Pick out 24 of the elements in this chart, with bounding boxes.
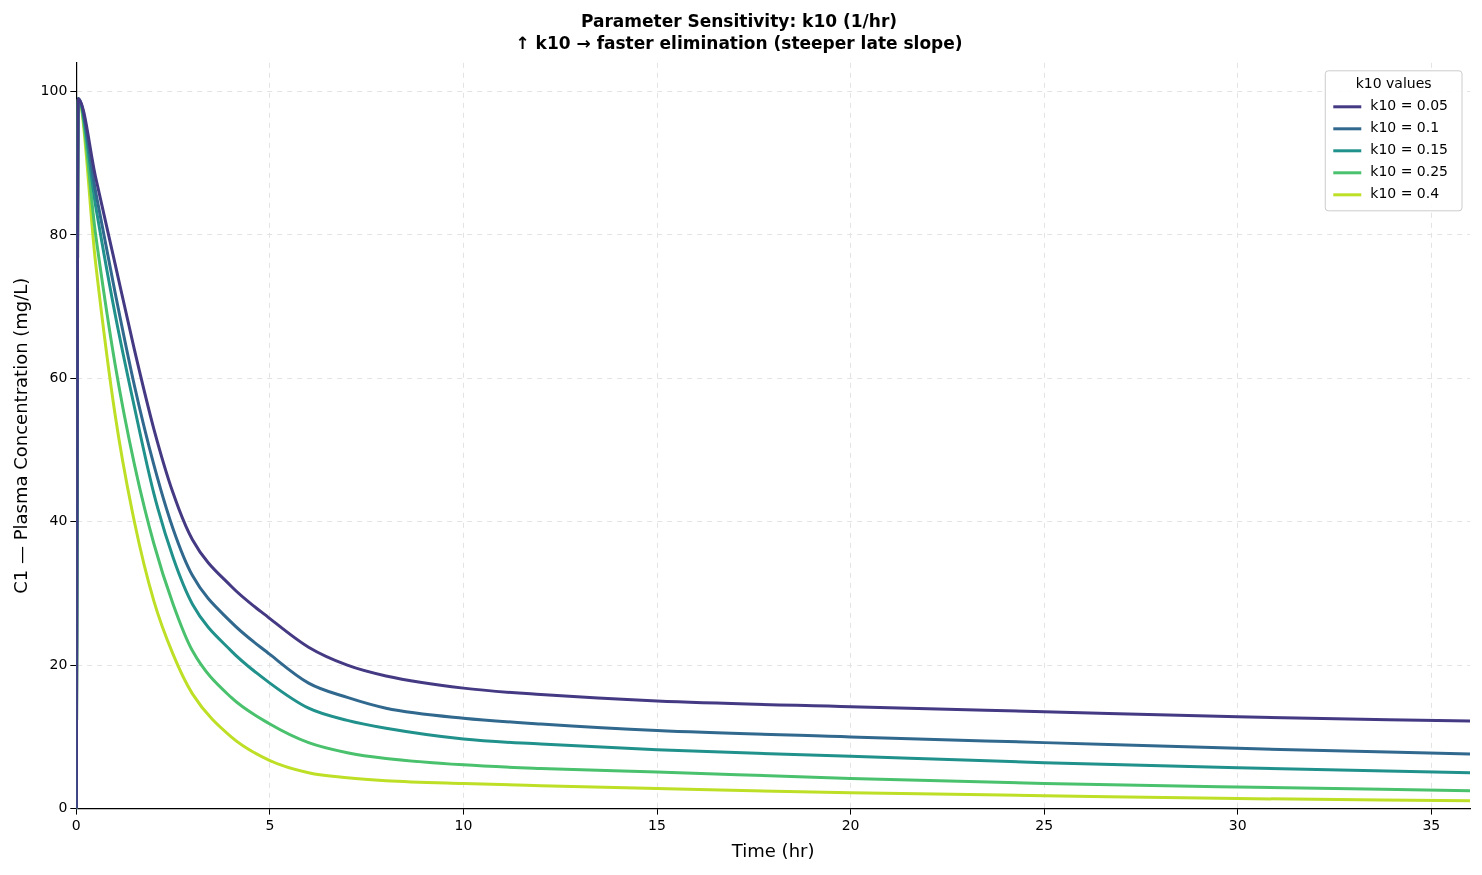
legend-label: k10 = 0.4 [1370,185,1440,202]
x-tick-label: 0 [71,816,81,833]
y-tick-label: 100 [40,82,68,99]
x-tick-label: 25 [1035,816,1054,833]
y-tick-label: 0 [58,799,68,816]
legend-label: k10 = 0.25 [1370,163,1449,180]
x-tick-label: 30 [1228,816,1247,833]
x-axis-title: Time (hr) [730,839,815,861]
y-tick-label: 60 [49,368,68,385]
chart-title: Parameter Sensitivity: k10 (1/hr) [580,10,898,31]
legend-label: k10 = 0.05 [1370,97,1449,114]
chart-subtitle: ↑ k10 → faster elimination (steeper late slope) [515,33,963,54]
y-tick-label: 20 [49,655,68,672]
legend-label: k10 = 0.15 [1370,141,1449,158]
x-tick-label: 15 [648,816,666,833]
y-tick-label: 80 [49,225,68,242]
x-tick-label: 5 [265,816,275,833]
x-tick-label: 10 [454,816,473,833]
y-tick-label: 40 [49,512,68,529]
x-tick-label: 20 [841,816,860,833]
y-axis-title: C1 — Plasma Concentration (mg/L) [10,277,32,594]
legend-title: k10 values [1355,75,1432,92]
legend-label: k10 = 0.1 [1370,119,1440,136]
x-tick-label: 35 [1422,816,1441,833]
